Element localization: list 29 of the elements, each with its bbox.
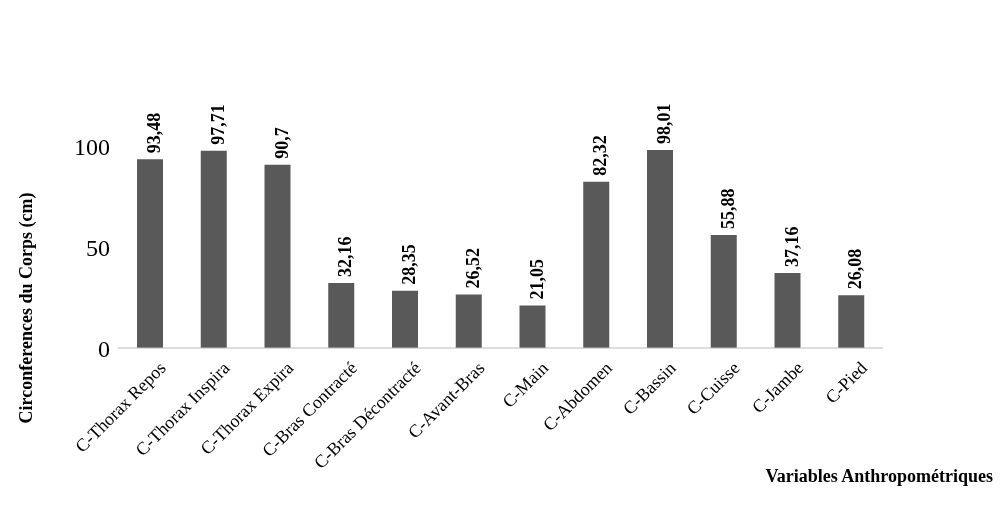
bar: [710, 235, 737, 348]
bar: [519, 305, 546, 348]
data-label: 26,08: [845, 248, 866, 290]
bar: [392, 290, 418, 348]
y-tick-label: 100: [74, 133, 110, 160]
y-tick-label: 50: [86, 234, 110, 261]
data-label: 21,05: [526, 258, 547, 300]
data-label: 28,35: [399, 244, 420, 285]
bar: [264, 164, 291, 348]
bar: [774, 272, 801, 348]
data-label: 37,16: [781, 226, 802, 267]
bar: [583, 181, 610, 348]
bar: [647, 150, 673, 348]
data-label: 98,01: [654, 103, 675, 145]
bar: [200, 150, 227, 348]
y-axis-title: Circonferences du Corps (cm): [15, 192, 37, 424]
bar: [137, 159, 163, 348]
bar: [455, 294, 482, 348]
data-label: 32,16: [335, 236, 356, 278]
data-label: 97,71: [207, 104, 228, 145]
x-axis-title: Variables Anthropométriques: [765, 466, 993, 487]
data-label: 90,7: [271, 127, 292, 159]
data-label: 26,52: [462, 247, 483, 289]
bar: [328, 283, 355, 348]
data-label: 82,32: [590, 135, 611, 176]
bar: [838, 295, 865, 348]
data-label: 93,48: [144, 112, 165, 154]
data-label: 55,88: [717, 188, 738, 230]
y-tick-label: 0: [98, 335, 110, 362]
